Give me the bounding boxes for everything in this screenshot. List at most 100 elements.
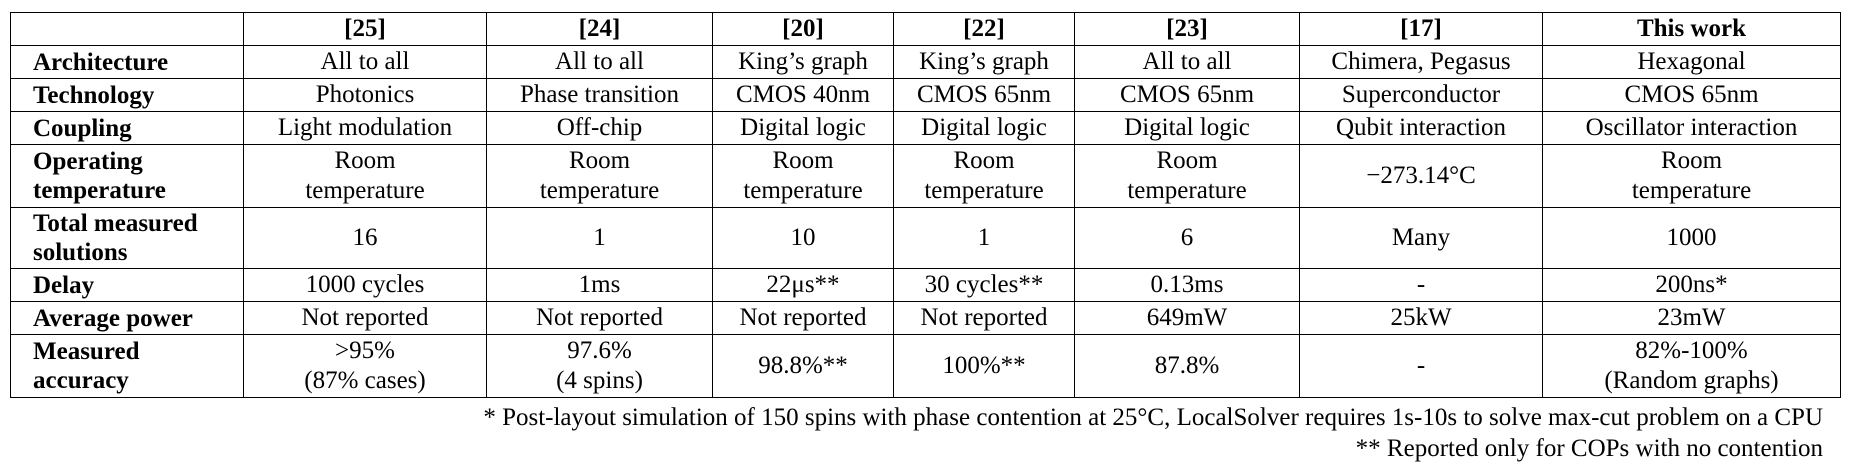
cell-line: Room bbox=[334, 147, 396, 174]
cell-line: (87% cases) bbox=[304, 367, 426, 394]
table-cell: King’s graph bbox=[893, 45, 1075, 79]
cell-line: CMOS 65nm bbox=[1624, 81, 1759, 108]
cell-line: −273.14°C bbox=[1366, 162, 1476, 189]
cell-line: 1 bbox=[593, 224, 606, 251]
cell-line: King’s graph bbox=[919, 48, 1049, 75]
cell-line: (Random graphs) bbox=[1604, 367, 1779, 394]
table-cell: 100%** bbox=[893, 334, 1075, 398]
cell-line: 10 bbox=[790, 224, 816, 251]
table-cell: All to all bbox=[243, 45, 487, 79]
cell-line: Digital logic bbox=[1124, 114, 1250, 141]
cell-line: temperature bbox=[305, 177, 425, 204]
cell-line: Room bbox=[1156, 147, 1218, 174]
footnote-post-layout: * Post-layout simulation of 150 spins wi… bbox=[483, 404, 1823, 431]
table-cell: Off-chip bbox=[486, 111, 713, 145]
table-cell: 1 bbox=[893, 207, 1075, 269]
column-header: [22] bbox=[893, 12, 1075, 46]
table-cell: Digital logic bbox=[1074, 111, 1300, 145]
cell-line: Off-chip bbox=[556, 114, 643, 141]
table-cell: Hexagonal bbox=[1542, 45, 1841, 79]
row-label: Measured accuracy bbox=[10, 334, 244, 398]
cell-line: - bbox=[1416, 352, 1426, 379]
cell-line: 1000 bbox=[1666, 224, 1717, 251]
table-cell: 87.8% bbox=[1074, 334, 1300, 398]
footnote-no-contention: ** Reported only for COPs with no conten… bbox=[1355, 435, 1823, 462]
cell-line: 22μs** bbox=[766, 271, 840, 298]
table-cell: Room temperature bbox=[893, 144, 1075, 208]
cell-line: Superconductor bbox=[1341, 81, 1501, 108]
table-cell: 1000 bbox=[1542, 207, 1841, 269]
cell-line: All to all bbox=[555, 48, 644, 75]
table-cell: Oscillator interaction bbox=[1542, 111, 1841, 145]
cell-line: Not reported bbox=[301, 304, 429, 331]
table-cell: 1ms bbox=[486, 268, 713, 302]
cell-line: Room bbox=[1660, 147, 1723, 174]
cell-line: Digital logic bbox=[921, 114, 1047, 141]
cell-line: Phase transition bbox=[519, 81, 679, 108]
cell-line: Hexagonal bbox=[1637, 48, 1746, 75]
table-cell: 97.6% (4 spins) bbox=[486, 334, 713, 398]
table-cell: Room temperature bbox=[712, 144, 894, 208]
table-cell: Digital logic bbox=[712, 111, 894, 145]
cell-line: Chimera, Pegasus bbox=[1331, 48, 1511, 75]
table-cell: Not reported bbox=[893, 301, 1075, 335]
table-cell: −273.14°C bbox=[1299, 144, 1543, 208]
cell-line: 1ms bbox=[578, 271, 621, 298]
table-body: Architecture All to all All to all King’s g… bbox=[10, 45, 1841, 398]
cell-line: Not reported bbox=[739, 304, 867, 331]
table-cell: 30 cycles** bbox=[893, 268, 1075, 302]
column-header: [20] bbox=[712, 12, 894, 46]
table-cell: 23mW bbox=[1542, 301, 1841, 335]
table-row: Average power Not reported Not reported Not… bbox=[10, 301, 1841, 335]
cell-line: 1000 cycles bbox=[305, 271, 425, 298]
row-label: Coupling bbox=[10, 111, 244, 145]
table-cell: Not reported bbox=[486, 301, 713, 335]
table-cell: - bbox=[1299, 268, 1543, 302]
table-cell: CMOS 65nm bbox=[1542, 78, 1841, 112]
row-label-line: solutions bbox=[33, 239, 128, 266]
table-row: Measured accuracy >95% (87% cases) 97.6% (4 s… bbox=[10, 334, 1841, 398]
table-cell: 1 bbox=[486, 207, 713, 269]
cell-line: 16 bbox=[352, 224, 378, 251]
row-label-line: temperature bbox=[33, 177, 166, 204]
cell-line: 6 bbox=[1180, 224, 1194, 251]
row-label: Delay bbox=[10, 268, 244, 302]
table-footnotes: * Post-layout simulation of 150 spins wi… bbox=[483, 402, 1823, 464]
row-label: Technology bbox=[10, 78, 244, 112]
table-cell: Photonics bbox=[243, 78, 487, 112]
table-cell: Digital logic bbox=[893, 111, 1075, 145]
cell-line: King’s graph bbox=[738, 48, 868, 75]
cell-line: temperature bbox=[924, 177, 1044, 204]
cell-line: 1 bbox=[977, 224, 991, 251]
cell-line: temperature bbox=[1631, 177, 1752, 204]
row-label: Operating temperature bbox=[10, 144, 244, 208]
table-cell: 1000 cycles bbox=[243, 268, 487, 302]
row-label: Average power bbox=[10, 301, 244, 335]
table-cell: Not reported bbox=[243, 301, 487, 335]
cell-line: 98.8%** bbox=[758, 352, 848, 379]
cell-line: Photonics bbox=[315, 81, 415, 108]
row-label-line: Delay bbox=[33, 271, 95, 299]
cell-line: >95% bbox=[335, 337, 395, 364]
cell-line: 200ns* bbox=[1655, 271, 1728, 298]
table-cell: 98.8%** bbox=[712, 334, 894, 398]
cell-line: Not reported bbox=[920, 304, 1048, 331]
cell-line: 100%** bbox=[942, 352, 1026, 379]
comparison-table-container: [25] [24] [20] [22] [23] [17] This work … bbox=[10, 12, 1841, 398]
table-cell: Superconductor bbox=[1299, 78, 1543, 112]
cell-line: CMOS 40nm bbox=[735, 81, 871, 108]
column-header: [23] bbox=[1074, 12, 1300, 46]
header-row: [25] [24] [20] [22] [23] [17] This work bbox=[10, 12, 1841, 46]
column-header: [25] bbox=[243, 12, 487, 46]
cell-line: temperature bbox=[539, 177, 660, 204]
cell-line: - bbox=[1416, 271, 1426, 298]
cell-line: temperature bbox=[1127, 177, 1247, 204]
table-cell: CMOS 65nm bbox=[1074, 78, 1300, 112]
table-cell: CMOS 40nm bbox=[712, 78, 894, 112]
table-cell: 25kW bbox=[1299, 301, 1543, 335]
table-row: Coupling Light modulation Off-chip Digital … bbox=[10, 111, 1841, 145]
table-row: Operating temperature Room temperature Room t… bbox=[10, 144, 1841, 208]
row-label-line: Operating bbox=[33, 148, 143, 175]
cell-line: All to all bbox=[320, 48, 410, 75]
row-label-line: Architecture bbox=[33, 48, 169, 76]
